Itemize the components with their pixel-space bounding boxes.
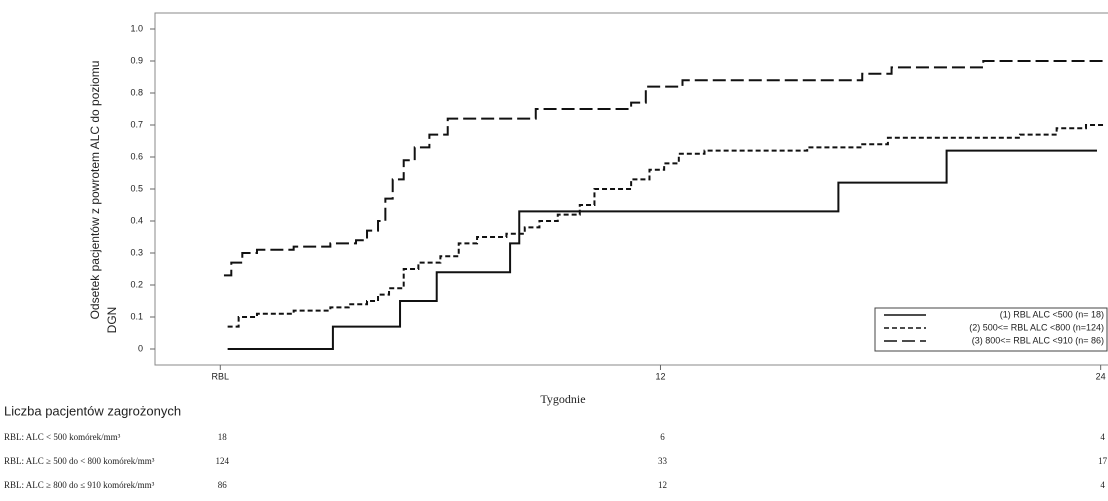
risk-value: 18 [218, 432, 228, 442]
risk-table-title: Liczba pacjentów zagrożonych [4, 403, 181, 418]
y-tick-label: 0.4 [130, 215, 143, 225]
series-line [227, 149, 1097, 350]
legend-label: (2) 500<= RBL ALC <800 (n=124) [969, 322, 1104, 332]
risk-value: 4 [1100, 480, 1105, 490]
y-tick-label: 0.3 [130, 247, 143, 257]
risk-row-label: RBL: ALC < 500 komórek/mm³ [4, 432, 121, 442]
risk-value: 12 [658, 480, 667, 490]
risk-row-label: RBL: ALC ≥ 500 do < 800 komórek/mm³ [4, 456, 155, 466]
y-tick-label: 0.8 [130, 87, 143, 97]
risk-row-label: RBL: ALC ≥ 800 do ≤ 910 komórek/mm³ [4, 480, 155, 490]
y-axis-label: Odsetek pacjentów z powrotem ALC do pozi… [88, 61, 102, 320]
y-tick-label: 0.1 [130, 311, 143, 321]
x-axis-label: Tygodnie [540, 392, 585, 406]
risk-value: 124 [216, 456, 230, 466]
series-line [227, 124, 1105, 328]
y-tick-label: 0 [138, 343, 143, 353]
y-tick-label: 0.7 [130, 119, 143, 129]
risk-value: 17 [1098, 456, 1108, 466]
y-tick-label: 0.6 [130, 151, 143, 161]
y-tick-label: 0.5 [130, 183, 143, 193]
series-line [223, 60, 1105, 277]
risk-value: 4 [1100, 432, 1105, 442]
y-tick-label: 0.9 [130, 55, 143, 65]
risk-value: 6 [660, 432, 665, 442]
x-tick-label: 24 [1096, 371, 1106, 381]
y-axis-label: DGN [105, 307, 119, 334]
y-tick-label: 1.0 [130, 23, 143, 33]
risk-value: 86 [218, 480, 228, 490]
legend-label: (1) RBL ALC <500 (n= 18) [1000, 309, 1104, 319]
x-tick-label: RBL [212, 371, 230, 381]
legend-label: (3) 800<= RBL ALC <910 (n= 86) [972, 335, 1104, 345]
risk-value: 33 [658, 456, 668, 466]
x-tick-label: 12 [655, 371, 665, 381]
y-tick-label: 0.2 [130, 279, 143, 289]
